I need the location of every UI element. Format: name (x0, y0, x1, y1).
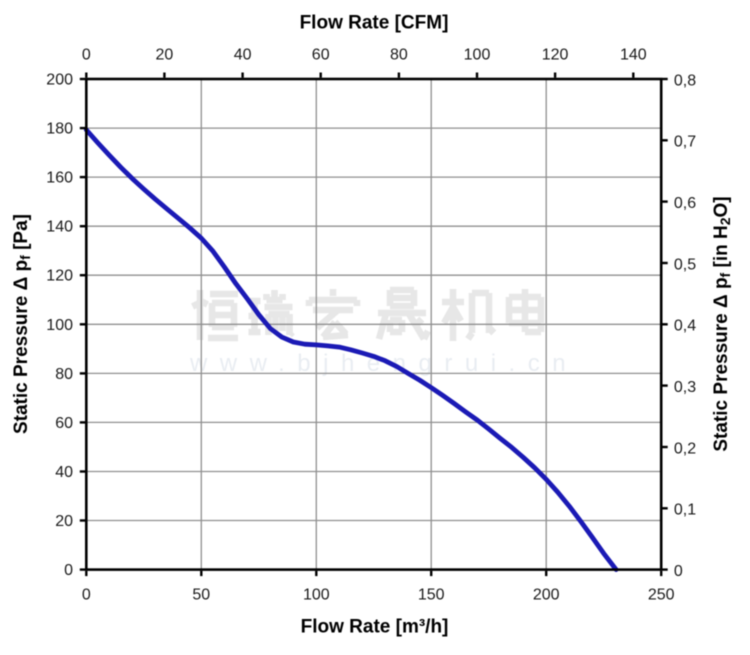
svg-text:250: 250 (648, 587, 675, 604)
svg-text:150: 150 (418, 587, 445, 604)
svg-text:www.bjhengrui.cn: www.bjhengrui.cn (189, 350, 578, 377)
svg-text:0,2: 0,2 (674, 440, 696, 457)
svg-text:140: 140 (620, 47, 647, 64)
svg-text:0,8: 0,8 (674, 72, 696, 89)
svg-text:180: 180 (46, 121, 73, 138)
svg-text:0: 0 (64, 562, 73, 579)
svg-text:Flow Rate [CFM]: Flow Rate [CFM] (300, 13, 449, 34)
svg-text:100: 100 (46, 317, 73, 334)
svg-text:Static Pressure Δ pf [in H2O]: Static Pressure Δ pf [in H2O] (711, 196, 733, 451)
svg-text:40: 40 (234, 47, 252, 64)
svg-text:140: 140 (46, 219, 73, 236)
svg-text:80: 80 (55, 366, 73, 383)
svg-text:0,6: 0,6 (674, 195, 696, 212)
svg-text:100: 100 (303, 587, 330, 604)
svg-text:0,3: 0,3 (674, 379, 696, 396)
svg-text:80: 80 (390, 47, 408, 64)
svg-text:0,7: 0,7 (674, 134, 696, 151)
svg-text:160: 160 (46, 170, 73, 187)
svg-text:200: 200 (46, 72, 73, 89)
svg-text:20: 20 (55, 513, 73, 530)
svg-text:60: 60 (312, 47, 330, 64)
svg-text:40: 40 (55, 464, 73, 481)
svg-text:100: 100 (464, 47, 491, 64)
svg-text:0: 0 (82, 587, 91, 604)
svg-text:0: 0 (674, 563, 683, 580)
svg-text:Flow Rate [m³/h]: Flow Rate [m³/h] (301, 617, 449, 638)
svg-text:200: 200 (533, 587, 560, 604)
svg-text:0,1: 0,1 (674, 502, 696, 519)
svg-text:60: 60 (55, 415, 73, 432)
svg-text:50: 50 (192, 587, 210, 604)
svg-text:0: 0 (82, 47, 91, 64)
svg-text:120: 120 (46, 268, 73, 285)
svg-text:0,5: 0,5 (674, 256, 696, 273)
svg-text:Static Pressure Δ pf [Pa]: Static Pressure Δ pf [Pa] (11, 214, 33, 434)
svg-text:20: 20 (156, 47, 174, 64)
svg-text:120: 120 (542, 47, 569, 64)
svg-text:0,4: 0,4 (674, 318, 696, 335)
